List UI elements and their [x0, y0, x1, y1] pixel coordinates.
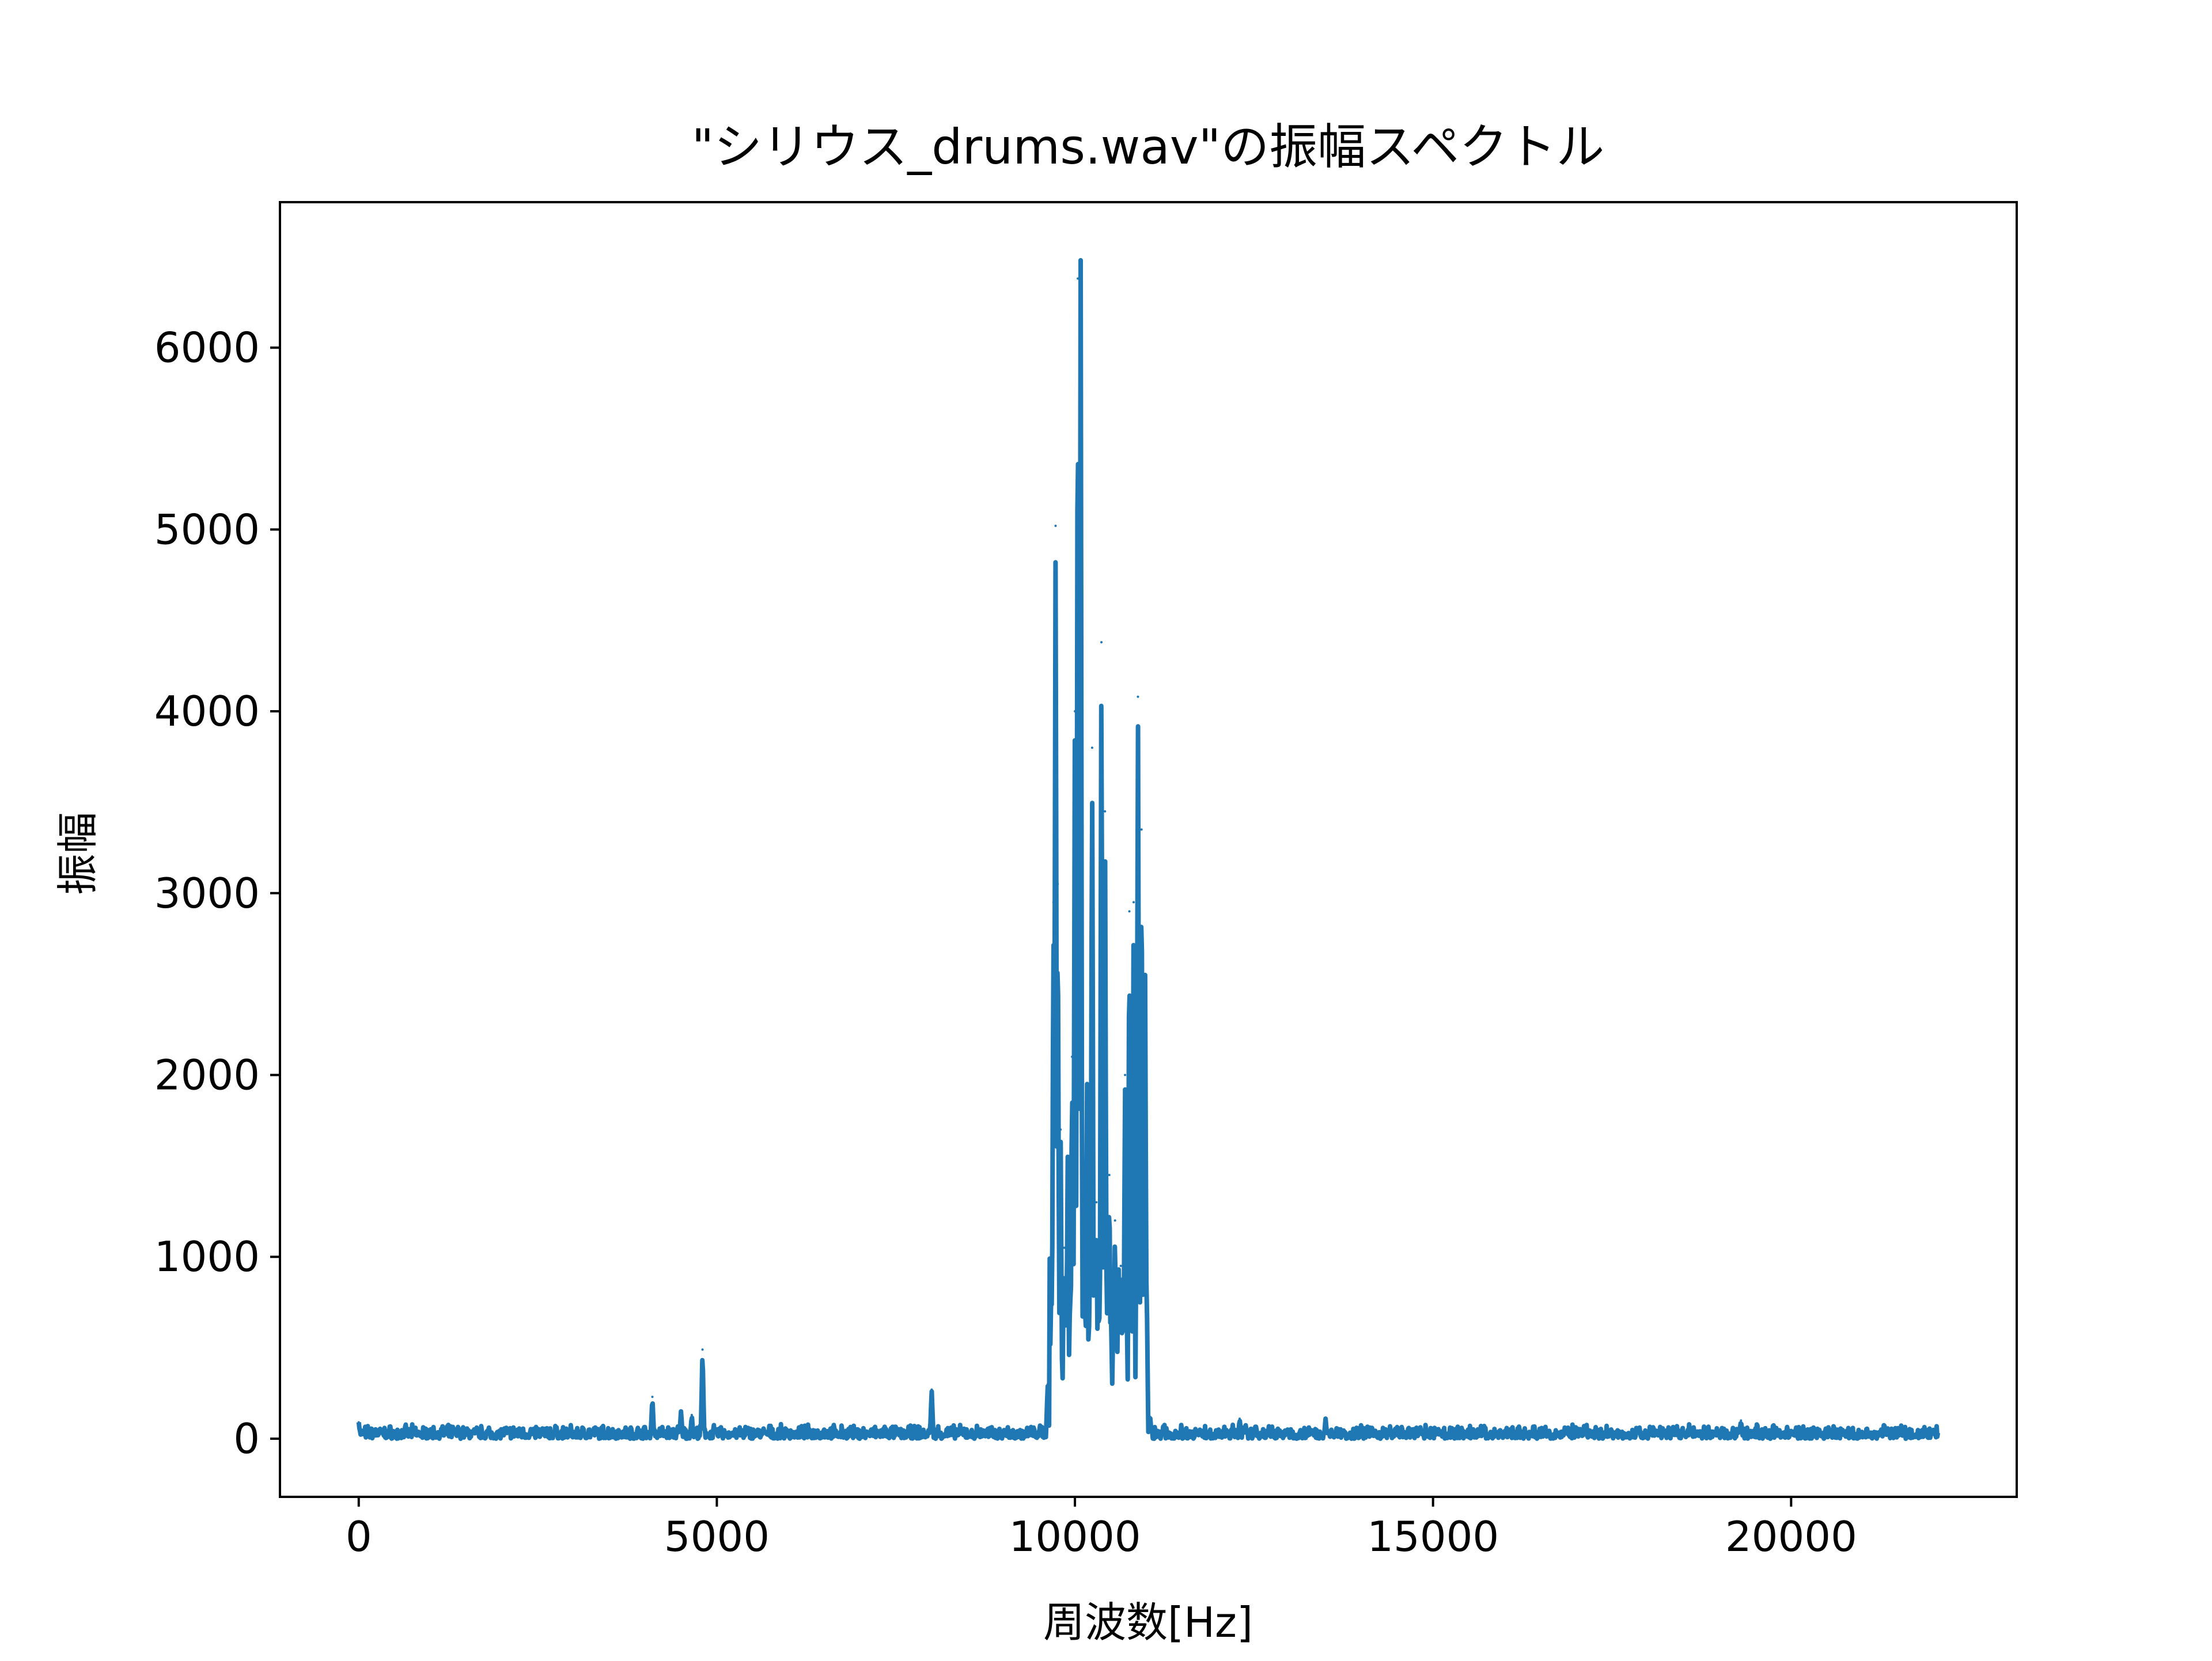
y-tick-label: 4000 — [154, 687, 260, 735]
spectrum-peak — [1119, 1265, 1122, 1268]
spectrum-peak — [1128, 910, 1131, 913]
spectrum-peak — [1046, 1383, 1049, 1386]
x-tick-label: 5000 — [664, 1512, 770, 1561]
spectrum-peak — [1238, 1417, 1241, 1420]
spectrum-peak — [1143, 973, 1146, 976]
chart-title: "シリウス_drums.wav"の振幅スペクトル — [692, 119, 1605, 175]
spectrum-peak — [1080, 259, 1082, 262]
spectrum-peak — [1059, 1128, 1062, 1131]
spectrum-peak — [1149, 1416, 1152, 1419]
spectrum-peak — [1056, 882, 1059, 885]
x-tick-label: 15000 — [1367, 1512, 1499, 1561]
spectrum-peak — [1104, 810, 1107, 813]
spectrum-line — [356, 258, 1941, 1441]
y-tick-label: 1000 — [154, 1233, 260, 1281]
spectrum-peak — [1137, 695, 1139, 698]
spectrum-peak — [1108, 1174, 1111, 1177]
spectrum-peak — [1052, 901, 1055, 904]
spectrum-peak — [1113, 1219, 1116, 1222]
spectrum-peak — [690, 1413, 693, 1416]
spectrum-peak — [701, 1348, 704, 1351]
axis-ticks: 0 5000 10000 15000 20000 0 1000 2000 3000 4000 500… — [154, 324, 1857, 1561]
spectrum-peak — [1324, 1417, 1327, 1420]
spectrum-peak — [1086, 1083, 1089, 1086]
spectrum-peak — [1071, 1055, 1074, 1058]
spectrum-peak — [1077, 277, 1080, 280]
spectrum-peak — [1063, 1246, 1066, 1249]
plot-frame — [279, 201, 2018, 1498]
spectrum-peak — [1100, 641, 1103, 644]
x-tick-label: 0 — [346, 1512, 372, 1561]
spectrum-peak — [1095, 1201, 1098, 1204]
spectrum-peak — [930, 1388, 933, 1391]
spectrum-peak — [1090, 746, 1093, 749]
y-tick-label: 0 — [233, 1414, 260, 1463]
y-tick-label: 2000 — [154, 1051, 260, 1099]
x-tick-label: 20000 — [1725, 1512, 1857, 1561]
spectrum-peak — [1124, 1074, 1127, 1076]
spectrum-peak — [1740, 1419, 1743, 1422]
x-tick-label: 10000 — [1009, 1512, 1141, 1561]
spectrum-peak — [680, 1410, 683, 1413]
spectrum-peak — [1066, 1155, 1069, 1158]
spectrum-peak — [1140, 828, 1143, 831]
spectrum-peak — [651, 1395, 654, 1398]
y-tick-label: 3000 — [154, 869, 260, 917]
spectrum-peak — [1132, 901, 1135, 904]
spectrum-peak — [1074, 710, 1077, 713]
y-axis-label: 振幅 — [54, 812, 102, 895]
y-tick-label: 5000 — [154, 505, 260, 553]
spectrum-peak — [357, 1421, 360, 1424]
series-layer — [356, 258, 1941, 1441]
x-axis-label: 周波数[Hz] — [1043, 1598, 1253, 1647]
spectrum-peak — [1054, 525, 1057, 527]
spectrum-peak — [1883, 1423, 1885, 1425]
spectrum-peak — [1082, 1182, 1085, 1185]
y-tick-label: 6000 — [154, 324, 260, 372]
